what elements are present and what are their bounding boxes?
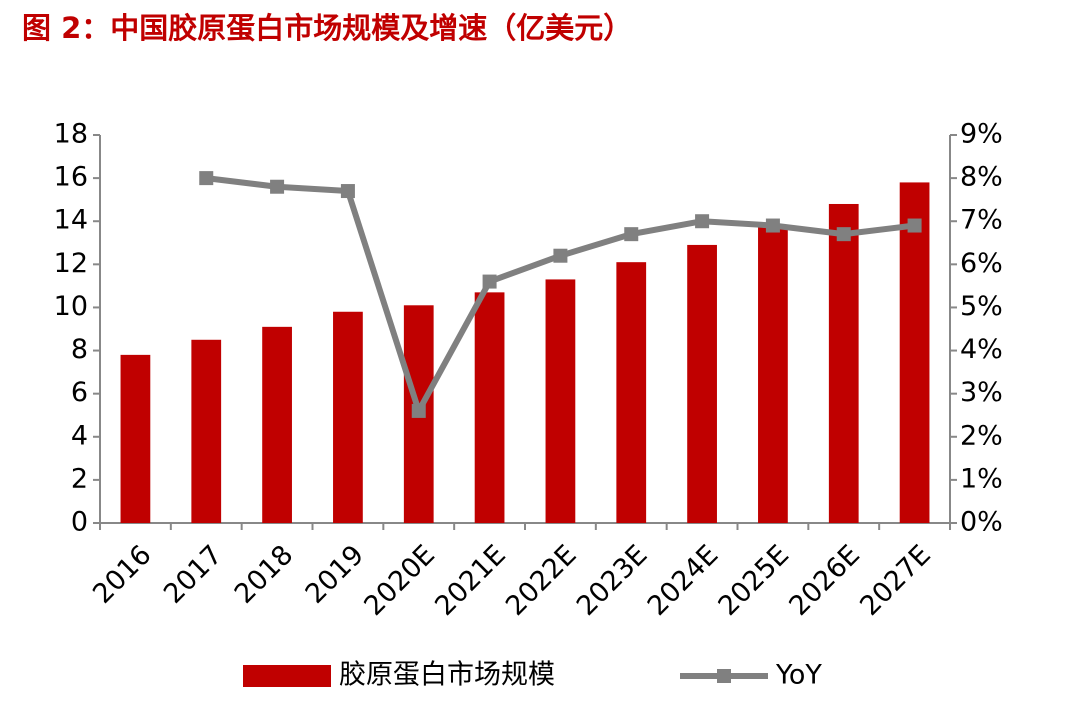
line-marker [199,171,214,186]
line-marker [836,227,851,242]
y2-tick-label: 5% [960,291,1003,322]
y-tick-label: 16 [54,162,88,193]
x-tick-label: 2020E [358,539,441,622]
bar [687,244,717,523]
bar [262,326,292,523]
bar [191,339,222,523]
y2-tick-label: 2% [960,420,1003,451]
bar [333,311,363,523]
y2-tick-label: 7% [960,205,1003,236]
line-marker [624,227,639,242]
line-marker [340,184,355,199]
x-tick-label: 2018 [229,539,300,610]
legend-label: YoY [775,660,822,691]
bar [616,262,647,523]
y-tick-label: 4 [71,420,88,451]
line-marker [270,179,285,194]
y-tick-label: 8 [71,334,88,365]
y2-tick-label: 1% [960,463,1003,494]
y-tick-label: 14 [54,205,88,236]
bar [545,279,576,523]
bar [758,225,788,524]
x-tick-label: 2016 [87,539,158,610]
bar [828,203,859,523]
chart-title: 图 2：中国胶原蛋白市场规模及增速（亿美元） [22,11,632,45]
legend-label: 胶原蛋白市场规模 [339,660,555,691]
line-marker [907,218,922,233]
legend-swatch [717,669,731,683]
x-tick-label: 2027E [854,539,937,622]
x-tick-label: 2021E [429,539,512,622]
y-tick-label: 12 [54,248,88,279]
x-tick-label: 2024E [642,539,725,622]
line-marker [482,274,497,289]
bar [474,292,505,523]
legend-swatch [243,665,331,687]
line-marker [765,218,780,233]
line-marker [695,214,710,229]
y2-tick-label: 8% [960,162,1003,193]
x-tick-label: 2017 [158,539,229,610]
x-tick-label: 2022E [500,539,583,622]
y-tick-label: 10 [54,291,88,322]
y-tick-label: 0 [71,507,88,538]
y2-tick-label: 9% [960,119,1003,150]
y2-tick-label: 3% [960,377,1003,408]
line-marker [411,403,426,418]
y-tick-label: 2 [71,463,88,494]
bar [120,354,151,523]
x-tick-label: 2025E [713,539,796,622]
line-marker [553,248,568,263]
y-tick-label: 6 [71,377,88,408]
bar [899,182,930,523]
y-tick-label: 18 [54,119,88,150]
y2-tick-label: 4% [960,334,1003,365]
x-tick-label: 2023E [571,539,654,622]
x-tick-label: 2026E [783,539,866,622]
y2-tick-label: 6% [960,248,1003,279]
y2-tick-label: 0% [960,507,1003,538]
